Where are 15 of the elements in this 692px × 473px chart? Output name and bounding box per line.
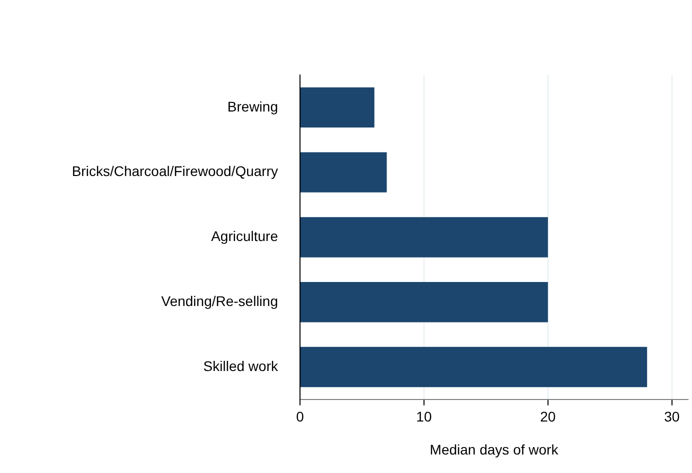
y-tick-label: Vending/Re-selling: [161, 292, 278, 309]
bar: [300, 152, 387, 192]
bar: [300, 87, 374, 128]
y-tick-label: Brewing: [227, 98, 278, 114]
y-tick-label: Agriculture: [211, 228, 278, 244]
x-tick-label: 0: [296, 408, 304, 425]
bar: [300, 217, 548, 258]
bar: [300, 346, 648, 388]
y-tick-label: Skilled work: [203, 358, 279, 374]
x-axis-title: Median days of work: [430, 441, 560, 458]
x-tick-label: 10: [416, 408, 432, 425]
x-tick-label: 30: [664, 408, 680, 425]
y-tick-label: Bricks/Charcoal/Firewood/Quarry: [72, 163, 278, 180]
bar: [300, 282, 548, 322]
x-tick-label: 20: [540, 408, 556, 425]
